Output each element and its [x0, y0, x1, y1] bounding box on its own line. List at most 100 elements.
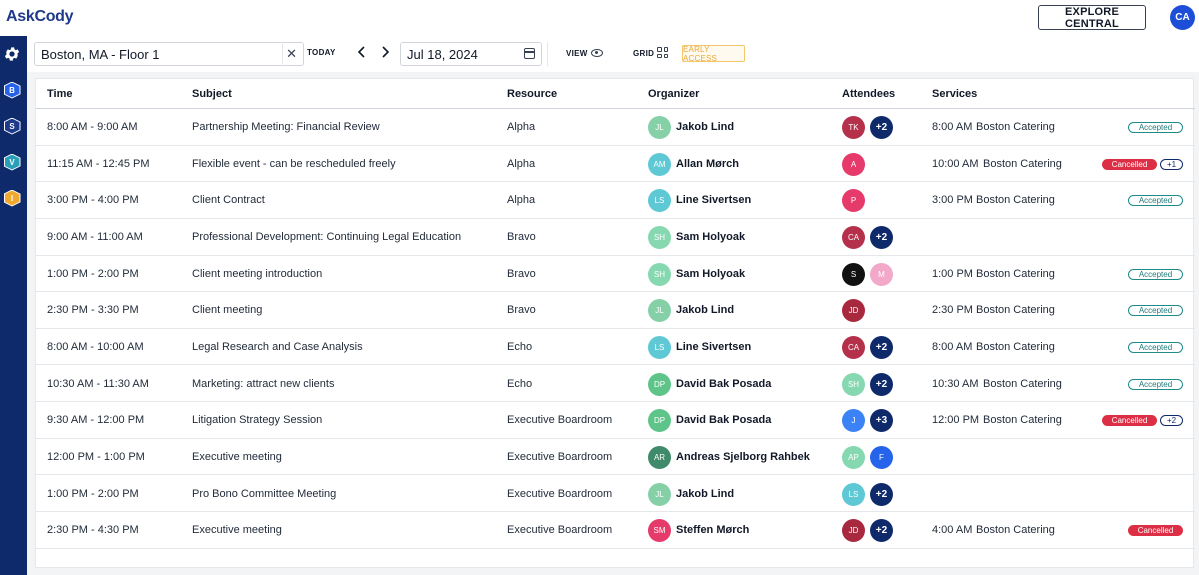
table-row[interactable]: 2:30 PM - 4:30 PM Executive meeting Execut…	[36, 512, 1195, 549]
attendee-avatar[interactable]: A	[842, 152, 865, 176]
settings-gear-icon[interactable]	[2, 44, 22, 64]
table-row[interactable]: 10:30 AM - 11:30 AM Marketing: attract ne…	[36, 366, 1195, 403]
resource-cell: Alpha	[507, 157, 536, 170]
table-row[interactable]: 12:00 PM - 1:00 PM Executive meeting Execu…	[36, 439, 1195, 476]
organizer-name: David Bak Posada	[676, 414, 772, 427]
visitor-letter: V	[4, 154, 20, 170]
organizer-name: Line Sivertsen	[676, 340, 752, 353]
attendee-avatar[interactable]: TK	[842, 116, 865, 139]
next-day-chevron-icon[interactable]	[381, 46, 390, 61]
services-more-badge[interactable]: +2	[1160, 415, 1183, 427]
table-row[interactable]: 1:00 PM - 2:00 PM Pro Bono Committee Meet…	[36, 476, 1195, 513]
services-module-icon[interactable]: S	[2, 116, 22, 136]
attendees-more-badge[interactable]: +3	[870, 409, 893, 433]
resource-cell: Echo	[507, 377, 533, 390]
attendee-avatar[interactable]: F	[870, 445, 893, 469]
attendee-avatar[interactable]: P	[842, 189, 865, 213]
services-more-badge[interactable]: +1	[1160, 158, 1183, 170]
header-services[interactable]: Services	[932, 88, 978, 100]
time-cell: 3:00 PM - 4:00 PM	[47, 194, 139, 207]
organizer-avatar: LS	[648, 189, 671, 213]
organizer-name: Sam Holyoak	[676, 230, 746, 243]
attendees-more-badge[interactable]: +2	[870, 372, 893, 396]
attendee-avatar[interactable]: AP	[842, 445, 865, 469]
header-attendees[interactable]: Attendees	[842, 88, 896, 100]
header-resource[interactable]: Resource	[507, 88, 558, 100]
app-logo[interactable]: AskCody	[6, 8, 74, 25]
divider	[282, 42, 283, 66]
service-time: 12:00 PM	[932, 414, 980, 427]
resource-cell: Executive Boardroom	[507, 450, 613, 463]
table-row[interactable]: 8:00 AM - 9:00 AM Partnership Meeting: Fi…	[36, 109, 1195, 146]
service-name: Boston Catering	[983, 377, 1062, 390]
time-cell: 1:00 PM - 2:00 PM	[47, 487, 139, 500]
attendees-more-badge[interactable]: +2	[870, 225, 893, 249]
subject-cell: Executive meeting	[192, 524, 282, 537]
resource-cell: Bravo	[507, 304, 536, 317]
service-time: 10:00 AM	[932, 157, 979, 170]
attendees-more-badge[interactable]: +2	[870, 519, 893, 543]
subject-cell: Pro Bono Committee Meeting	[192, 487, 337, 500]
explore-central-button[interactable]: EXPLORE CENTRAL	[1038, 5, 1146, 30]
attendee-avatar[interactable]: JD	[842, 519, 865, 543]
service-name: Boston Catering	[983, 157, 1062, 170]
service-time: 2:30 PM	[932, 304, 973, 317]
clear-location-icon[interactable]: ✕	[286, 46, 297, 61]
attendee-avatar[interactable]: J	[842, 409, 865, 433]
user-avatar[interactable]: CA	[1170, 5, 1195, 30]
attendee-avatar[interactable]: LS	[842, 482, 865, 506]
table-row[interactable]: 1:00 PM - 2:00 PM Client meeting introduc…	[36, 256, 1195, 293]
location-selector[interactable]: Boston, MA - Floor 1 ✕	[34, 42, 304, 66]
attendee-avatar[interactable]: CA	[842, 335, 865, 359]
status-badge-accepted: Accepted	[1128, 341, 1183, 353]
status-badge-cancelled: Cancelled	[1102, 158, 1157, 170]
header-subject[interactable]: Subject	[192, 88, 232, 100]
organizer-avatar: AR	[648, 445, 671, 469]
grid-toggle-label[interactable]: GRID	[633, 49, 655, 58]
insights-letter: I	[4, 190, 20, 206]
attendee-avatar[interactable]: SH	[842, 372, 865, 396]
table-row[interactable]: 9:00 AM - 11:00 AM Professional Developme…	[36, 219, 1195, 256]
service-time: 4:00 AM	[932, 524, 973, 537]
insights-module-icon[interactable]: I	[2, 188, 22, 208]
attendees-more-badge[interactable]: +2	[870, 482, 893, 506]
resource-cell: Bravo	[507, 267, 536, 280]
service-name: Boston Catering	[976, 304, 1055, 317]
eye-icon[interactable]	[591, 49, 603, 57]
table-row[interactable]: 2:30 PM - 3:30 PM Client meeting Bravo JL Ja…	[36, 292, 1195, 329]
attendee-avatar[interactable]: M	[870, 262, 893, 286]
visitor-module-icon[interactable]: V	[2, 152, 22, 172]
attendee-avatar[interactable]: S	[842, 262, 865, 286]
attendee-avatar[interactable]: JD	[842, 299, 865, 323]
time-cell: 2:30 PM - 4:30 PM	[47, 524, 139, 537]
attendees-more-badge[interactable]: +2	[870, 335, 893, 359]
header-time[interactable]: Time	[47, 88, 73, 100]
subject-cell: Litigation Strategy Session	[192, 414, 323, 427]
resource-cell: Alpha	[507, 194, 536, 207]
organizer-avatar: SH	[648, 262, 671, 286]
early-access-badge[interactable]: EARLY ACCESS	[682, 45, 745, 63]
table-row[interactable]: 9:30 AM - 12:00 PM Litigation Strategy Se…	[36, 402, 1195, 439]
table-row[interactable]: 8:00 AM - 10:00 AM Legal Research and Cas…	[36, 329, 1195, 366]
attendees-more-badge[interactable]: +2	[870, 116, 893, 139]
subject-cell: Client meeting	[192, 304, 263, 317]
service-time: 3:00 PM	[932, 194, 973, 207]
view-toggle-label[interactable]: VIEW	[566, 49, 588, 58]
time-cell: 8:00 AM - 9:00 AM	[47, 121, 138, 133]
booking-module-icon[interactable]: B	[2, 80, 22, 100]
date-picker[interactable]: Jul 18, 2024	[400, 42, 542, 66]
header-organizer[interactable]: Organizer	[648, 88, 700, 100]
grid-icon[interactable]	[657, 47, 668, 58]
table-row[interactable]: 3:00 PM - 4:00 PM Client Contract Alpha LS L…	[36, 182, 1195, 219]
prev-day-chevron-icon[interactable]	[357, 46, 366, 61]
attendee-avatar[interactable]: CA	[842, 225, 865, 249]
service-name: Boston Catering	[976, 524, 1055, 537]
organizer-avatar: JL	[648, 116, 671, 139]
calendar-icon[interactable]	[524, 48, 535, 59]
booking-letter: B	[4, 82, 20, 98]
organizer-avatar: AM	[648, 152, 671, 176]
resource-cell: Executive Boardroom	[507, 414, 613, 427]
today-button[interactable]: TODAY	[307, 48, 336, 57]
toolbar: Boston, MA - Floor 1 ✕ TODAY Jul 18, 202…	[27, 36, 1199, 72]
table-row[interactable]: 11:15 AM - 12:45 PM Flexible event - can …	[36, 146, 1195, 183]
